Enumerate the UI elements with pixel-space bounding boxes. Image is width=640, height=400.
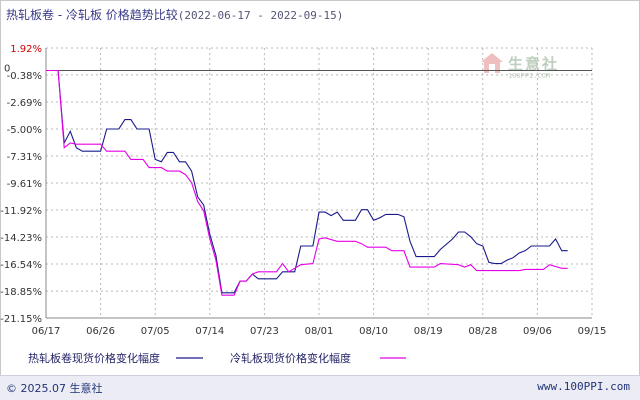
watermark-url: 100PPI.COM [508, 72, 551, 80]
zero-label: 0 [4, 63, 10, 74]
y-tick-label: -11.92% [0, 206, 42, 217]
y-tick-label: -7.31% [7, 152, 42, 163]
house-logo-icon [481, 53, 503, 73]
footer-copyright: © 2025.07 生意社 [6, 382, 103, 395]
watermark: 生意社 100PPI.COM [480, 52, 560, 80]
x-tick-label: 09/06 [523, 326, 552, 337]
x-tick-label: 08/19 [414, 326, 443, 337]
y-tick-label: -14.23% [0, 233, 42, 244]
x-tick-label: 08/10 [359, 326, 388, 337]
legend-label-2: 冷轧板现货价格变化幅度 [230, 351, 351, 365]
x-axis-ticks: 06/17 06/26 07/05 07/14 07/23 08/01 08/10 08/19… [32, 326, 607, 337]
legend-label-1: 热轧板卷现货价格变化幅度 [28, 351, 160, 365]
watermark-text: 生意社 [508, 54, 560, 73]
y-tick-label: -9.61% [7, 179, 42, 190]
y-tick-label: -21.15% [0, 314, 42, 325]
y-tick-label: -5.00% [7, 125, 42, 136]
chart-date-range: (2022-06-17 - 2022-09-15) [177, 9, 344, 22]
y-axis-ticks: 1.92% -0.38% -2.69% -5.00% -7.31% -9.61% -11.9… [0, 44, 42, 325]
y-tick-label: -0.38% [7, 71, 42, 82]
footer-site-link[interactable]: www.100PPI.com [537, 380, 630, 393]
y-tick-label: -16.54% [0, 260, 42, 271]
x-tick-label: 06/17 [32, 326, 61, 337]
y-tick-label: -2.69% [7, 98, 42, 109]
chart-title: 热轧板卷 - 冷轧板 价格趋势比较(2022-06-17 - 2022-09-1… [6, 6, 343, 23]
footer: © 2025.07 生意社 www.100PPI.com [0, 375, 640, 400]
x-tick-label: 07/05 [141, 326, 170, 337]
line-chart: 1.92% -0.38% -2.69% -5.00% -7.31% -9.61% -11.9… [0, 44, 607, 365]
series-lines [46, 69, 568, 296]
x-tick-label: 08/01 [305, 326, 334, 337]
x-tick-label: 09/15 [578, 326, 607, 337]
x-tick-label: 06/26 [86, 326, 115, 337]
y-tick-label: -18.85% [0, 287, 42, 298]
series-line-1 [46, 69, 568, 294]
legend: 热轧板卷现货价格变化幅度 冷轧板现货价格变化幅度 [28, 351, 406, 365]
grid-lines [45, 47, 593, 319]
y-tick-label: 1.92% [10, 44, 42, 55]
series-line-2 [46, 69, 568, 296]
x-tick-label: 08/28 [468, 326, 497, 337]
x-tick-label: 07/14 [195, 326, 224, 337]
x-tick-label: 07/23 [250, 326, 279, 337]
chart-title-text: 热轧板卷 - 冷轧板 价格趋势比较 [6, 8, 178, 22]
